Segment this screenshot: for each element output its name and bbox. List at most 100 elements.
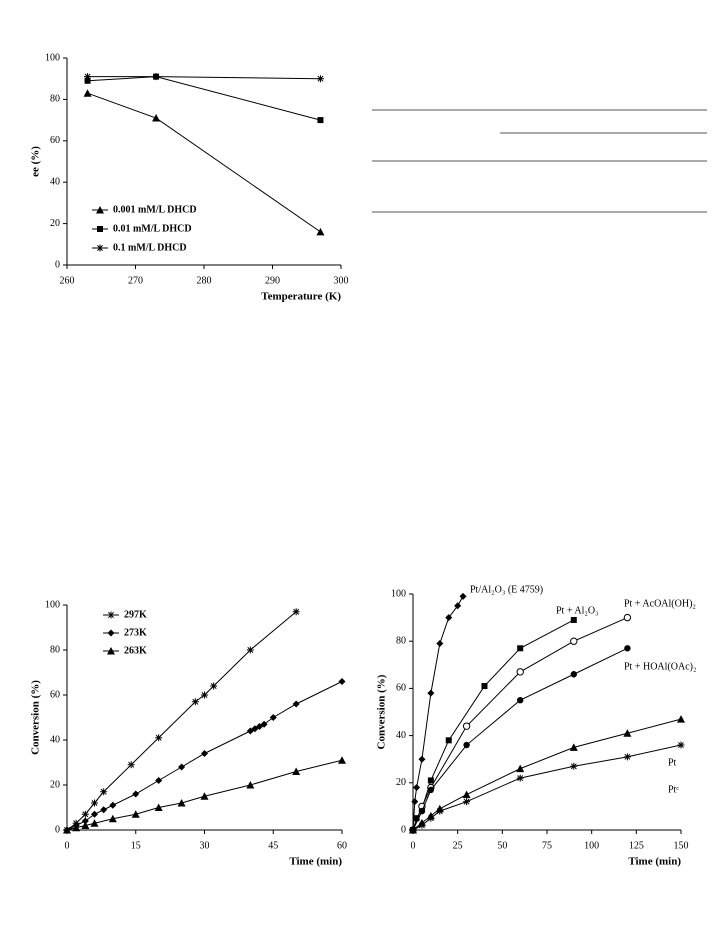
marker — [517, 645, 524, 652]
marker — [570, 671, 577, 678]
legend-label: 263K — [124, 645, 147, 656]
y-tick-label: 20 — [50, 218, 60, 229]
series-line — [412, 718, 682, 831]
marker — [84, 77, 91, 84]
x-tick-label: 25 — [453, 840, 463, 851]
marker — [246, 781, 255, 789]
marker — [72, 823, 81, 832]
marker — [210, 682, 218, 690]
x-tick-label: 50 — [497, 840, 507, 851]
marker — [292, 700, 300, 708]
marker — [462, 790, 471, 799]
marker — [623, 729, 632, 737]
series-label: Pt + HOAl(OAc)₂ — [624, 661, 696, 672]
marker — [96, 244, 104, 252]
marker — [200, 792, 209, 800]
series-line — [87, 76, 321, 121]
marker — [316, 75, 324, 83]
marker — [97, 226, 103, 232]
y-tick-label: 80 — [50, 94, 60, 105]
y-tick-label: 40 — [50, 176, 60, 187]
marker — [427, 814, 435, 822]
marker — [569, 743, 578, 751]
y-tick-label: 0 — [55, 259, 60, 270]
y-axis-label: Conversion (%) — [376, 674, 388, 749]
marker — [436, 640, 444, 648]
marker — [445, 614, 453, 622]
y-tick-label: 20 — [50, 779, 60, 790]
marker — [292, 767, 301, 775]
marker — [81, 810, 89, 818]
marker — [677, 741, 685, 749]
x-tick-label: 260 — [60, 275, 75, 286]
x-tick-label: 45 — [268, 840, 278, 851]
table-rules — [372, 109, 707, 213]
x-axis-label: Time (min) — [289, 856, 342, 868]
x-tick-label: 75 — [542, 840, 552, 851]
marker — [463, 741, 470, 749]
marker — [418, 807, 426, 815]
x-tick-label: 0 — [65, 840, 70, 851]
marker — [338, 756, 346, 764]
marker — [155, 777, 163, 784]
x-tick-label: 60 — [337, 840, 347, 851]
marker — [154, 803, 163, 811]
x-tick-label: 0 — [411, 840, 416, 851]
marker — [427, 777, 434, 784]
marker — [454, 602, 462, 610]
marker — [90, 819, 99, 827]
marker — [418, 755, 426, 763]
marker — [155, 734, 163, 742]
y-tick-label: 60 — [50, 689, 60, 700]
x-tick-label: 30 — [200, 840, 210, 851]
y-tick-label: 40 — [50, 734, 60, 745]
marker — [570, 637, 578, 645]
marker — [411, 798, 419, 806]
marker — [459, 592, 467, 600]
marker — [152, 73, 160, 81]
marker — [100, 806, 108, 814]
y-tick-label: 20 — [396, 777, 406, 788]
marker — [481, 683, 488, 690]
marker — [177, 799, 186, 807]
marker — [413, 815, 420, 822]
marker — [91, 810, 98, 818]
marker — [81, 817, 89, 825]
y-tick-label: 100 — [391, 588, 406, 599]
series-label: Pt + Al₂O₃ — [556, 605, 599, 616]
marker — [63, 826, 71, 834]
marker — [413, 784, 421, 792]
y-axis-label: Conversion (%) — [30, 680, 42, 755]
marker — [427, 786, 435, 794]
marker — [201, 691, 208, 699]
series-label: Pt/Al₂O₃ (E 4759) — [470, 584, 543, 595]
marker — [462, 722, 471, 730]
x-tick-label: 15 — [131, 840, 141, 851]
legend-label: 0.1 mM/L DHCD — [113, 242, 187, 253]
marker — [81, 821, 90, 829]
marker — [107, 647, 115, 655]
marker — [623, 753, 631, 761]
marker — [84, 73, 92, 81]
marker — [516, 764, 525, 773]
marker — [418, 821, 426, 829]
marker — [316, 227, 325, 236]
marker — [463, 798, 471, 806]
marker — [516, 668, 524, 676]
series-label: Ptᶜ — [668, 784, 679, 795]
marker — [91, 799, 98, 807]
marker — [132, 790, 140, 798]
y-tick-label: 0 — [401, 824, 406, 835]
marker — [516, 774, 524, 782]
marker — [201, 750, 208, 757]
y-tick-label: 0 — [55, 824, 60, 835]
y-tick-label: 60 — [50, 135, 60, 146]
marker — [570, 762, 578, 770]
legend-label: 273K — [124, 627, 147, 638]
y-tick-label: 60 — [396, 683, 406, 694]
marker — [338, 678, 346, 685]
marker — [317, 117, 324, 124]
marker — [445, 737, 452, 744]
marker — [260, 720, 268, 728]
y-tick-label: 80 — [50, 644, 60, 655]
